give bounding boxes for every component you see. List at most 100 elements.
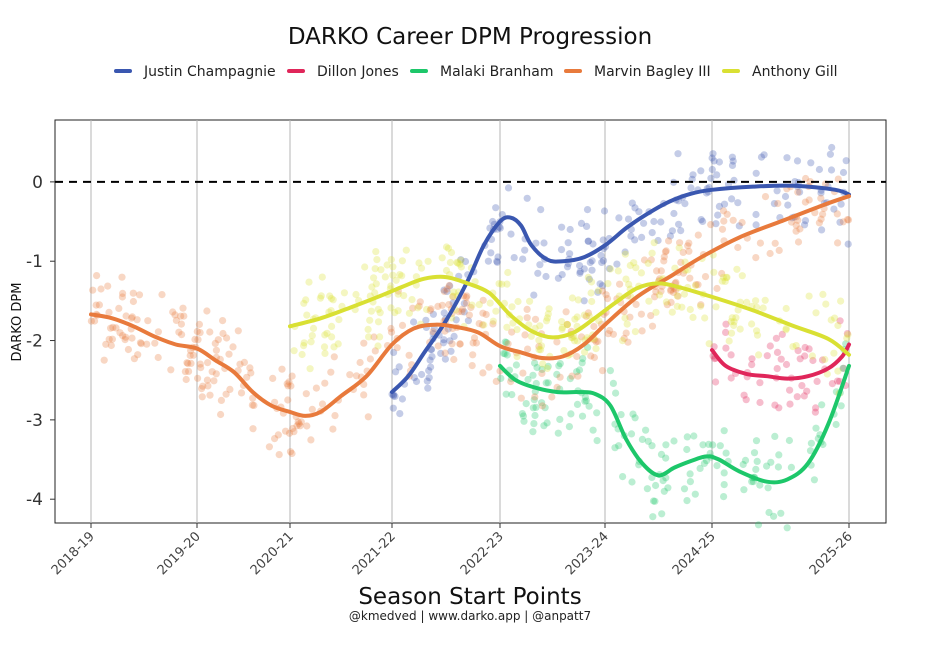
scatter-point [631,414,639,422]
scatter-point [458,305,467,313]
scatter-point [667,298,675,306]
scatter-point [794,238,803,246]
scatter-point [500,349,508,357]
scatter-point [774,199,782,208]
scatter-point [128,334,136,342]
scatter-point [540,422,548,430]
scatter-point [408,296,416,304]
scatter-point [598,258,606,266]
scatter-point [105,308,113,316]
scatter-point [398,272,406,280]
scatter-point [740,391,748,399]
scatter-point [753,457,761,465]
scatter-point [443,285,451,293]
scatter-point [589,426,597,434]
scatter-point [786,386,794,394]
scatter-point [249,425,257,433]
scatter-point [655,291,664,299]
scatter-point [748,320,756,328]
scatter-point [175,328,183,336]
scatter-point [715,158,724,166]
scatter-point [734,199,742,207]
scatter-point [637,310,646,318]
scatter-point [719,273,728,281]
scatter-point [196,360,204,368]
scatter-point [808,352,817,360]
scatter-point [502,390,510,398]
chart-caption: @kmedved | www.darko.app | @anpatt7 [349,609,591,623]
scatter-point [807,439,816,447]
scatter-point [467,303,475,312]
scatter-point [456,260,464,268]
scatter-point [108,335,116,343]
scatter-point [237,389,246,397]
scatter-point [222,390,230,398]
scatter-point [757,153,766,161]
scatter-point [460,308,468,316]
chart-title: DARKO Career DPM Progression [288,24,652,50]
scatter-point [427,363,435,371]
scatter-point [753,327,761,335]
scatter-point [308,405,316,413]
scatter-point [130,355,138,363]
scatter-point [686,305,694,314]
scatter-point [670,437,678,445]
scatter-point [620,334,628,342]
scatter-point [722,328,730,336]
scatter-point [423,377,431,385]
scatter-point [593,437,601,445]
scatter-point [229,343,237,351]
scatter-point [715,202,724,210]
scatter-point [423,305,431,314]
scatter-point [479,296,487,304]
scatter-point [118,293,126,301]
scatter-point [805,196,813,204]
scatter-point [484,257,492,265]
scatter-point [813,377,821,385]
scatter-point [805,345,813,353]
scatter-point [792,221,800,229]
scatter-point [542,379,550,387]
scatter-point [654,236,662,245]
legend-label-dillon-jones: Dillon Jones [317,64,399,80]
scatter-point [445,281,453,290]
scatter-point [541,404,549,412]
scatter-point [374,305,382,313]
scatter-point [504,340,512,348]
scatter-point [535,336,543,344]
scatter-point [97,285,105,293]
scatter-point [416,298,424,306]
scatter-point [669,288,678,296]
scatter-point [275,451,283,459]
scatter-point [778,330,786,338]
scatter-point [705,340,713,348]
scatter-point [578,412,587,420]
scatter-point [763,462,771,470]
scatter-point [542,317,551,325]
scatter-point [830,349,838,357]
scatter-point [387,304,395,312]
scatter-point [611,444,619,452]
scatter-point [775,451,783,459]
scatter-point [760,151,768,159]
scatter-point [194,374,202,382]
scatter-point [492,204,500,212]
x-tick-label: 2018-19 [49,529,98,578]
scatter-point [828,143,836,152]
scatter-point [133,316,141,324]
scatter-point [720,200,729,208]
scatter-point [321,349,329,357]
scatter-point [660,253,668,261]
scatter-point [424,384,432,392]
scatter-point [523,305,531,313]
scatter-point [529,428,537,436]
scatter-point [683,497,691,505]
scatter-point [657,267,665,275]
scatter-point [352,290,360,299]
scatter-point [652,288,660,296]
scatter-point [492,377,500,385]
scatter-point [184,359,192,368]
scatter-point [290,428,298,436]
scatter-point [574,372,582,380]
scatter-point [514,297,522,306]
